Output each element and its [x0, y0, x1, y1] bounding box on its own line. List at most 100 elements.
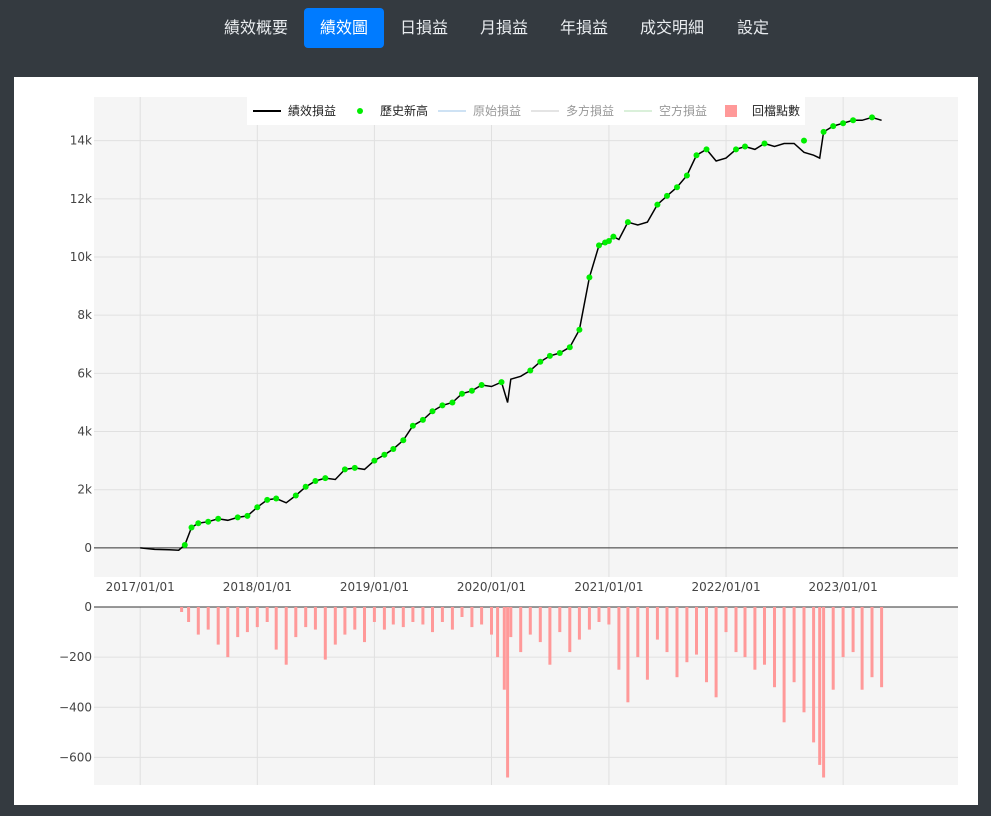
legend-label: 績效損益 [288, 103, 336, 118]
drawdown-bar [665, 607, 669, 653]
new-high-marker [498, 379, 505, 386]
drawdown-bar [528, 607, 532, 635]
drawdown-bar [313, 607, 317, 630]
new-high-marker [381, 451, 388, 458]
drawdown-bar [265, 607, 269, 622]
legend-bar-swatch [725, 105, 737, 117]
new-high-marker [264, 496, 271, 503]
legend-item-raw-pnl[interactable]: 原始損益 [438, 103, 521, 118]
new-high-marker [703, 146, 710, 153]
drawdown-bar [519, 607, 523, 653]
drawdown-bar [607, 607, 611, 625]
new-high-marker [292, 492, 299, 499]
drawdown-bar [450, 607, 454, 630]
x-tick-label: 2019/01/01 [340, 580, 409, 594]
tab-performance-chart[interactable]: 績效圖 [304, 8, 385, 48]
tab-daily-pnl[interactable]: 日損益 [400, 18, 449, 37]
chart-panel: 0 2k 4k 6k 8k 10k 12k 14k 2017/01/01 201… [14, 77, 978, 805]
legend-marker-swatch [357, 108, 363, 114]
tab-trade-details[interactable]: 成交明細 [640, 18, 705, 37]
new-high-marker [302, 483, 309, 490]
drawdown-bar [206, 607, 210, 630]
drawdown-bar [401, 607, 405, 628]
drawdown-bar [470, 607, 474, 628]
drawdown-bar [411, 607, 415, 622]
y-tick-label: 2k [77, 483, 92, 497]
new-high-marker [624, 219, 631, 226]
drawdown-bar [782, 607, 786, 723]
drawdown-bar [870, 607, 874, 678]
legend-label: 多方損益 [566, 103, 614, 118]
new-high-marker [830, 123, 837, 130]
new-high-marker [215, 515, 222, 522]
y-tick-label: 0 [84, 600, 92, 614]
drawdown-bar [496, 607, 500, 658]
legend-item-short-pnl[interactable]: 空方損益 [624, 103, 707, 118]
drawdown-bar [841, 607, 845, 658]
x-tick-label: 2020/01/01 [457, 580, 526, 594]
new-high-marker [400, 437, 407, 444]
new-high-marker [181, 542, 188, 548]
new-high-marker [840, 120, 847, 127]
drawdown-bar [802, 607, 806, 713]
legend: 績效損益 歷史新高 原始損益 多方損益 空方損益 回檔點數 [247, 97, 805, 125]
drawdown-bar [391, 607, 395, 625]
new-high-marker [820, 128, 827, 135]
drawdown-bar [226, 607, 230, 658]
drawdown-bar [333, 607, 337, 645]
drawdown-bar [822, 607, 826, 778]
drawdown-bar [792, 607, 796, 683]
drawdown-bar [284, 607, 288, 665]
new-high-marker [429, 408, 436, 415]
new-high-marker [468, 387, 475, 394]
new-high-marker [742, 143, 748, 150]
new-high-marker [449, 399, 456, 406]
new-high-markers [181, 114, 875, 548]
tab-monthly-pnl[interactable]: 月損益 [480, 18, 529, 37]
new-high-marker [478, 382, 485, 388]
legend-label: 歷史新高 [380, 103, 428, 118]
new-high-marker [596, 242, 602, 249]
tab-settings[interactable]: 設定 [737, 18, 770, 37]
y-tick-label: 8k [77, 308, 92, 322]
x-tick-label: 2018/01/01 [223, 580, 292, 594]
drawdown-bar [502, 607, 506, 690]
tab-overview[interactable]: 績效概要 [224, 18, 289, 37]
drawdown-bar [743, 607, 747, 658]
drawdown-bar [480, 607, 484, 625]
drawdown-bar [372, 607, 376, 622]
drawdown-bar [763, 607, 766, 665]
drawdown-bar [577, 607, 581, 640]
drawdown-bar [705, 607, 708, 683]
drawdown-bars [180, 607, 884, 778]
legend-item-drawdown[interactable]: 回檔點數 [725, 104, 800, 118]
new-high-marker [664, 192, 670, 199]
new-high-marker [733, 146, 739, 153]
performance-chart: 0 2k 4k 6k 8k 10k 12k 14k 2017/01/01 201… [59, 97, 958, 785]
main-y-tick-labels: 0 2k 4k 6k 8k 10k 12k 14k [70, 134, 92, 555]
legend-item-long-pnl[interactable]: 多方損益 [531, 103, 614, 118]
new-high-marker [576, 326, 583, 333]
legend-item-equity[interactable]: 績效損益 [253, 103, 336, 118]
new-high-marker [546, 352, 553, 359]
drawdown-bar [236, 607, 240, 638]
new-high-marker [390, 446, 397, 452]
legend-item-new-high[interactable]: 歷史新高 [357, 103, 428, 118]
new-high-marker [605, 238, 612, 244]
drawdown-bar [440, 607, 444, 622]
new-high-marker [244, 512, 251, 519]
new-high-marker [254, 504, 261, 511]
new-high-marker [188, 524, 195, 531]
drawdown-bar [831, 607, 835, 690]
drawdown-bar [490, 607, 493, 635]
new-high-marker [683, 172, 690, 179]
new-high-marker [566, 344, 573, 351]
new-high-marker [371, 457, 378, 464]
drawdown-bar [382, 607, 386, 630]
new-high-marker [409, 422, 416, 429]
y-tick-label: 14k [70, 134, 92, 148]
tab-yearly-pnl[interactable]: 年損益 [560, 18, 609, 37]
new-high-marker [801, 137, 807, 144]
y-tick-label: −200 [59, 650, 92, 664]
new-high-marker [654, 201, 661, 208]
